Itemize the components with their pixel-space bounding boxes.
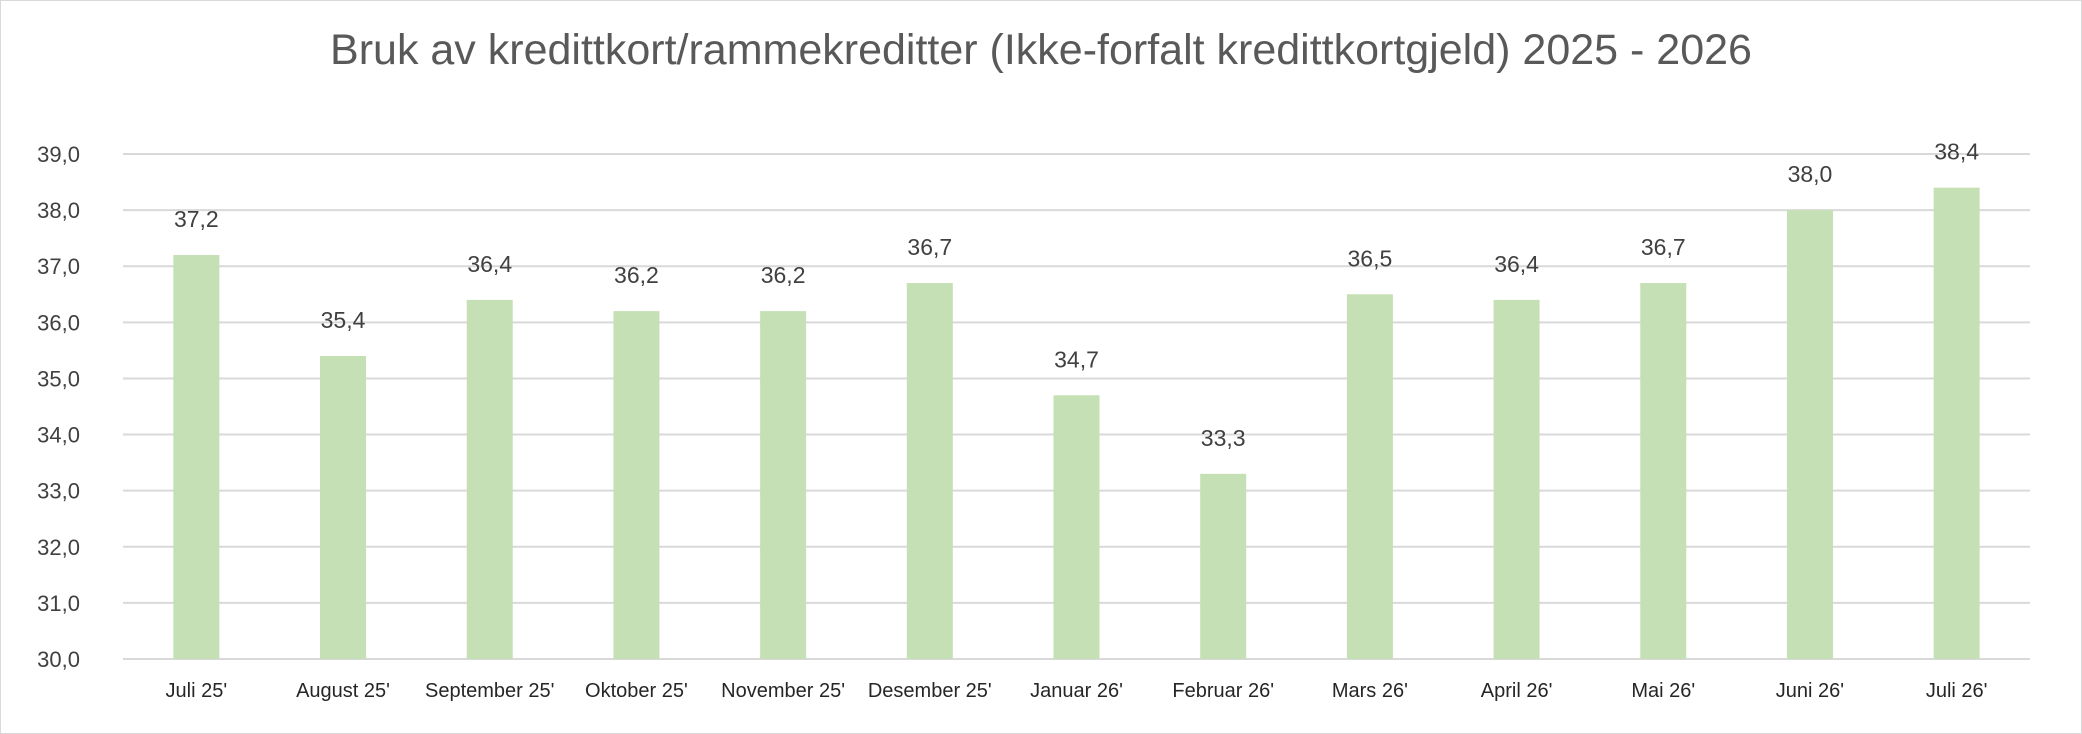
bar — [173, 255, 220, 659]
bar — [1640, 283, 1687, 659]
bar — [320, 356, 367, 659]
y-tick-label: 39,0 — [37, 142, 80, 167]
bar — [1786, 210, 1833, 659]
data-label: 36,2 — [614, 262, 659, 288]
bar — [1493, 299, 1540, 659]
bar — [1200, 473, 1247, 659]
x-tick-label: Januar 26' — [1030, 680, 1123, 702]
y-tick-label: 36,0 — [37, 310, 80, 335]
x-tick-label: Mars 26' — [1332, 680, 1408, 702]
x-tick-label: April 26' — [1481, 680, 1553, 702]
y-tick-label: 38,0 — [37, 198, 80, 223]
data-label: 36,7 — [907, 234, 952, 260]
data-label: 34,7 — [1054, 346, 1099, 372]
x-tick-label: November 25' — [721, 680, 845, 702]
bar — [1053, 395, 1100, 659]
x-tick-label: Juni 26' — [1776, 680, 1844, 702]
bar — [760, 311, 807, 659]
x-tick-label: Juli 26' — [1926, 680, 1988, 702]
y-tick-label: 35,0 — [37, 366, 80, 391]
bar — [613, 311, 660, 659]
bar — [1346, 294, 1393, 659]
x-tick-label: Februar 26' — [1172, 680, 1274, 702]
data-label: 36,7 — [1641, 234, 1686, 260]
data-label: 36,5 — [1348, 245, 1393, 271]
x-tick-label: Mai 26' — [1631, 680, 1695, 702]
y-tick-label: 33,0 — [37, 479, 80, 504]
data-label: 36,2 — [761, 262, 806, 288]
data-label: 36,4 — [1494, 251, 1539, 277]
chart-title: Bruk av kredittkort/rammekreditter (Ikke… — [330, 26, 1752, 74]
y-tick-label: 31,0 — [37, 591, 80, 616]
data-label: 38,4 — [1934, 139, 1979, 165]
x-tick-label: Oktober 25' — [585, 680, 688, 702]
x-tick-label: August 25' — [296, 680, 390, 702]
data-label: 36,4 — [467, 251, 512, 277]
x-tick-label: Juli 25' — [166, 680, 228, 702]
bar — [906, 283, 953, 659]
data-label: 37,2 — [174, 206, 219, 232]
bar — [1933, 187, 1980, 659]
data-label: 38,0 — [1788, 161, 1833, 187]
x-tick-label: September 25' — [425, 680, 554, 702]
data-label: 35,4 — [321, 307, 366, 333]
data-label: 33,3 — [1201, 425, 1246, 451]
y-tick-label: 34,0 — [37, 423, 80, 448]
y-tick-label: 37,0 — [37, 254, 80, 279]
bar — [466, 299, 513, 659]
x-tick-label: Desember 25' — [868, 680, 992, 702]
y-tick-label: 32,0 — [37, 535, 80, 560]
y-tick-label: 30,0 — [37, 647, 80, 672]
